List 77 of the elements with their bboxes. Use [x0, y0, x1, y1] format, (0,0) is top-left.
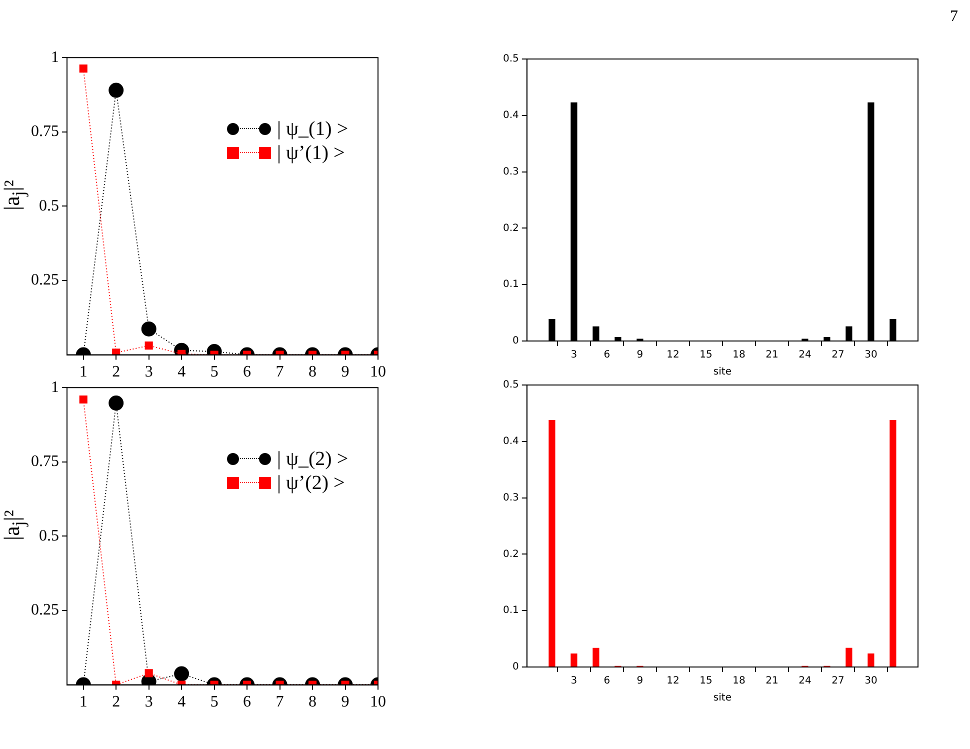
x-tick-label: 6 [243, 694, 252, 711]
x-tick-label: 1 [79, 694, 88, 711]
bar [890, 420, 896, 666]
x-tick-label: 18 [732, 676, 746, 687]
bar [846, 648, 852, 666]
x-tick-label: 10 [370, 364, 386, 381]
bar [868, 653, 874, 666]
x-tick-label: 30 [864, 350, 878, 361]
x-tick-label: 8 [308, 694, 317, 711]
x-tick-label: 9 [636, 350, 644, 361]
x-tick-label: 10 [370, 694, 386, 711]
x-tick-label: 1 [79, 364, 88, 381]
x-tick-label: 6 [604, 676, 610, 687]
x-tick-label: 3 [144, 694, 153, 711]
y-tick-label: 0.4 [502, 436, 519, 447]
y-tick-label: 0.5 [502, 380, 519, 391]
x-tick-label: 15 [700, 350, 712, 361]
x-tick-label: 4 [178, 364, 186, 381]
x-tick-label: 12 [666, 350, 680, 361]
x-tick-label: 2 [112, 694, 120, 711]
x-tick-label: 6 [604, 350, 610, 361]
y-tick-label: 0.5 [39, 527, 59, 544]
legend-label: | ψ’(2) > [277, 472, 345, 494]
x-tick-label: 9 [341, 364, 350, 381]
y-tick-label: 0.2 [502, 548, 519, 560]
x-tick-label: 3 [570, 350, 578, 361]
y-tick-label: 0.2 [502, 222, 519, 234]
y-tick-label: 0 [512, 662, 519, 673]
y-tick-label: 0.5 [502, 54, 519, 65]
x-tick-label: 12 [666, 676, 680, 687]
point [108, 82, 124, 98]
x-tick-label: 18 [732, 350, 746, 361]
x-tick-label: 27 [832, 350, 844, 361]
y-tick-label: 0.3 [502, 166, 519, 178]
y-tick-label: 0.25 [31, 272, 59, 289]
y-tick-label: 0.75 [31, 123, 59, 140]
text: 7 [950, 8, 958, 26]
y-tick-label: 0.4 [502, 110, 519, 121]
y-tick-label: 0 [512, 336, 519, 347]
x-tick-label: 5 [210, 364, 218, 381]
x-axis-title: site [713, 692, 732, 704]
bar [548, 420, 556, 666]
x-tick-label: 2 [112, 364, 120, 381]
legend-label: | ψ’(1) > [277, 142, 345, 164]
point [79, 64, 88, 73]
point [112, 348, 120, 355]
x-tick-label: 7 [276, 364, 284, 381]
x-axis-title: site [713, 366, 732, 378]
y-tick-label: 0.5 [39, 197, 59, 214]
y-tick-label: 0.3 [502, 492, 519, 504]
y-tick-label: 0.25 [31, 602, 59, 619]
x-tick-label: 5 [210, 694, 218, 711]
x-tick-label: 8 [308, 364, 317, 381]
y-tick-label: 0.1 [502, 279, 519, 290]
x-tick-label: 24 [798, 350, 812, 361]
y-tick-label: 0.1 [502, 605, 519, 616]
point [141, 321, 156, 336]
x-tick-label: 27 [832, 676, 844, 687]
x-tick-label: 9 [341, 694, 350, 711]
x-tick-label: 24 [798, 676, 812, 687]
x-tick-label: 21 [766, 676, 778, 687]
x-tick-label: 6 [243, 364, 252, 381]
legend-label: | ψ_(2) > [277, 448, 348, 470]
bar [570, 653, 578, 666]
y-tick-label: 1 [51, 378, 59, 396]
x-tick-label: 15 [700, 676, 712, 687]
x-tick-label: 21 [766, 350, 778, 361]
x-tick-label: 9 [636, 676, 644, 687]
x-tick-label: 3 [144, 364, 153, 381]
x-tick-label: 7 [276, 694, 284, 711]
legend-label: | ψ_(1) > [277, 118, 348, 140]
x-tick-label: 30 [864, 676, 878, 687]
x-tick-label: 4 [178, 694, 186, 711]
y-tick-label: 0.75 [31, 453, 59, 470]
bar [592, 648, 600, 666]
x-tick-label: 3 [570, 676, 578, 687]
y-tick-label: 1 [51, 48, 59, 66]
